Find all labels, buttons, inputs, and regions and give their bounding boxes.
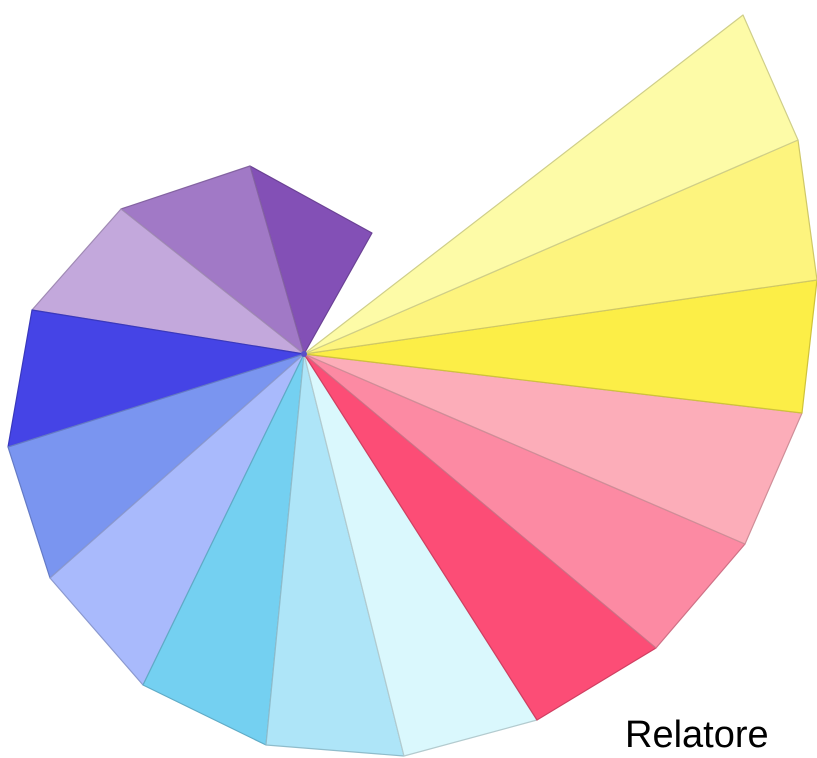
- caption-text: Relatore: [625, 714, 769, 756]
- spiral-center-dot: [301, 351, 307, 357]
- wedge-pale-yellow: [303, 14, 799, 355]
- spiral-wedges: [7, 14, 817, 757]
